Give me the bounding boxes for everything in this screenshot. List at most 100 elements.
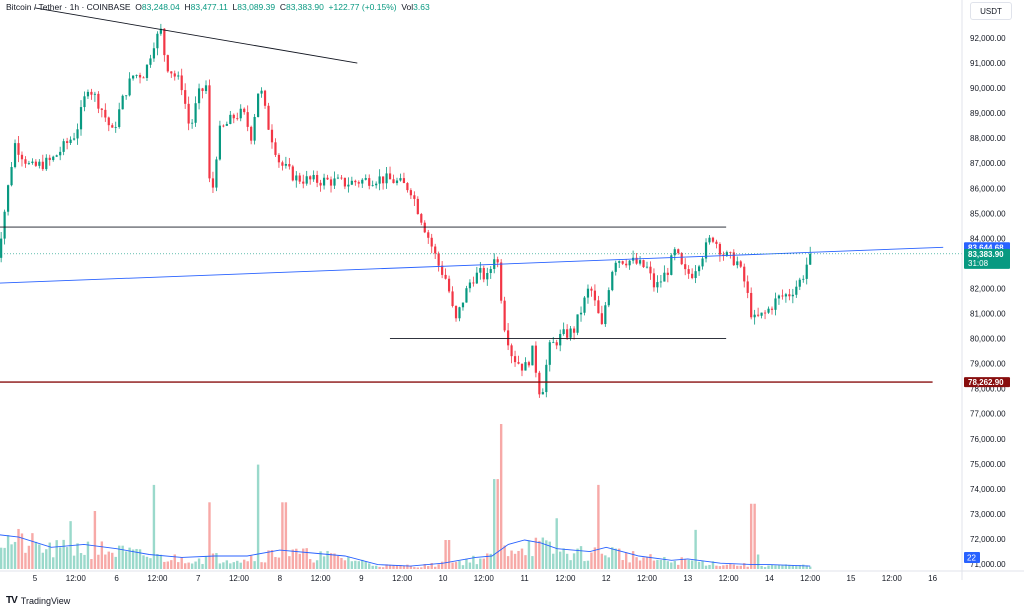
volume-bar — [152, 484, 156, 569]
volume-bar — [361, 559, 364, 569]
symbol-name[interactable]: Bitcoin / Tether · 1h · COINBASE — [6, 2, 131, 12]
x-tick-label: 9 — [359, 574, 364, 583]
candle-body — [107, 117, 110, 126]
volume-bar — [124, 551, 128, 569]
candle-body — [677, 249, 680, 254]
volume-bar — [694, 529, 697, 569]
candle-body — [774, 298, 777, 310]
candle-body — [274, 142, 277, 155]
volume-bar — [197, 558, 201, 569]
x-tick-label: 8 — [278, 574, 283, 583]
volume-bar — [340, 557, 343, 569]
candle-body — [3, 211, 6, 239]
volume-bar — [368, 563, 371, 569]
candle-body — [69, 139, 72, 144]
candle-body — [118, 109, 121, 127]
x-tick-label: 13 — [683, 574, 692, 583]
volume-bar — [545, 540, 548, 569]
volume-bar — [183, 563, 187, 569]
volume-bar — [0, 547, 3, 569]
candle-body — [798, 279, 801, 287]
low-label: L — [232, 2, 238, 12]
volume-bar — [333, 553, 336, 569]
candle-body — [378, 176, 381, 184]
volume-bar — [437, 564, 440, 569]
candle-body — [326, 177, 329, 180]
candle-body — [208, 85, 211, 179]
candle-body — [802, 278, 805, 280]
volume-bar — [378, 566, 381, 569]
candle-body — [701, 258, 704, 267]
candle-body — [520, 363, 524, 371]
volume-bar — [461, 565, 465, 569]
volume-bar — [24, 552, 27, 569]
candle-body — [86, 91, 90, 97]
candle-body — [777, 295, 781, 299]
tradingview-branding[interactable]: TV TradingView — [6, 595, 70, 606]
volume-bars — [0, 424, 812, 569]
x-tick-label: 11 — [520, 574, 529, 583]
volume-bar — [458, 560, 461, 569]
volume-bar — [795, 565, 798, 569]
volume-bar — [590, 552, 593, 569]
volume-bar — [253, 561, 256, 569]
candle-body — [204, 85, 208, 92]
volume-bar — [232, 562, 235, 569]
x-tick-label: 6 — [114, 574, 119, 583]
currency-button[interactable]: USDT — [970, 2, 1012, 20]
candle-body — [468, 282, 472, 289]
candle-body — [746, 281, 749, 293]
volume-bar — [58, 547, 62, 569]
volume-bar — [520, 548, 524, 569]
volume-bar — [135, 548, 138, 569]
candle-body — [482, 267, 485, 280]
candle-body — [472, 282, 475, 284]
candle-body — [357, 182, 360, 184]
volume-bar — [159, 554, 163, 569]
candle-body — [413, 195, 416, 199]
volume-bar — [677, 564, 680, 569]
volume-bar — [295, 548, 298, 569]
volume-bar — [270, 550, 274, 569]
candle-body — [232, 114, 235, 119]
x-tick-label: 15 — [847, 574, 856, 583]
price-label-box — [964, 248, 1010, 269]
y-tick-label: 89,000.00 — [970, 109, 1006, 118]
candle-body — [55, 155, 58, 157]
candle-body — [197, 88, 201, 104]
candle-body — [0, 238, 3, 258]
candle-body — [159, 28, 162, 34]
candle-body — [795, 286, 798, 295]
x-tick-label: 12 — [602, 574, 611, 583]
volume-bar — [357, 561, 360, 569]
volume-bar — [711, 561, 715, 569]
volume-bar — [593, 547, 597, 569]
volume-bar — [604, 555, 607, 569]
volume-bar — [86, 541, 90, 569]
candle-body — [534, 345, 537, 373]
y-tick-label: 78,000.00 — [970, 385, 1006, 394]
y-tick-label: 88,000.00 — [970, 134, 1006, 143]
volume-bar — [326, 550, 329, 569]
volume-bar — [631, 551, 635, 569]
candle-body — [559, 333, 562, 346]
candle-body — [388, 173, 392, 180]
candle-body — [6, 185, 10, 212]
volume-bar — [187, 562, 190, 569]
x-tick-label: 12:00 — [229, 574, 250, 583]
volume-bar — [229, 563, 232, 569]
candle-body — [135, 74, 138, 76]
candle-body — [128, 78, 131, 96]
volume-bar — [260, 562, 263, 569]
y-tick-label: 91,000.00 — [970, 59, 1006, 68]
x-tick-label: 5 — [33, 574, 38, 583]
candle-body — [572, 328, 576, 333]
candle-body — [201, 88, 204, 92]
volume-bar — [524, 555, 527, 569]
volume-bar — [506, 556, 510, 569]
volume-bar — [298, 553, 301, 569]
candle-body — [177, 75, 180, 77]
x-tick-label: 14 — [765, 574, 774, 583]
candle-body — [666, 272, 669, 275]
